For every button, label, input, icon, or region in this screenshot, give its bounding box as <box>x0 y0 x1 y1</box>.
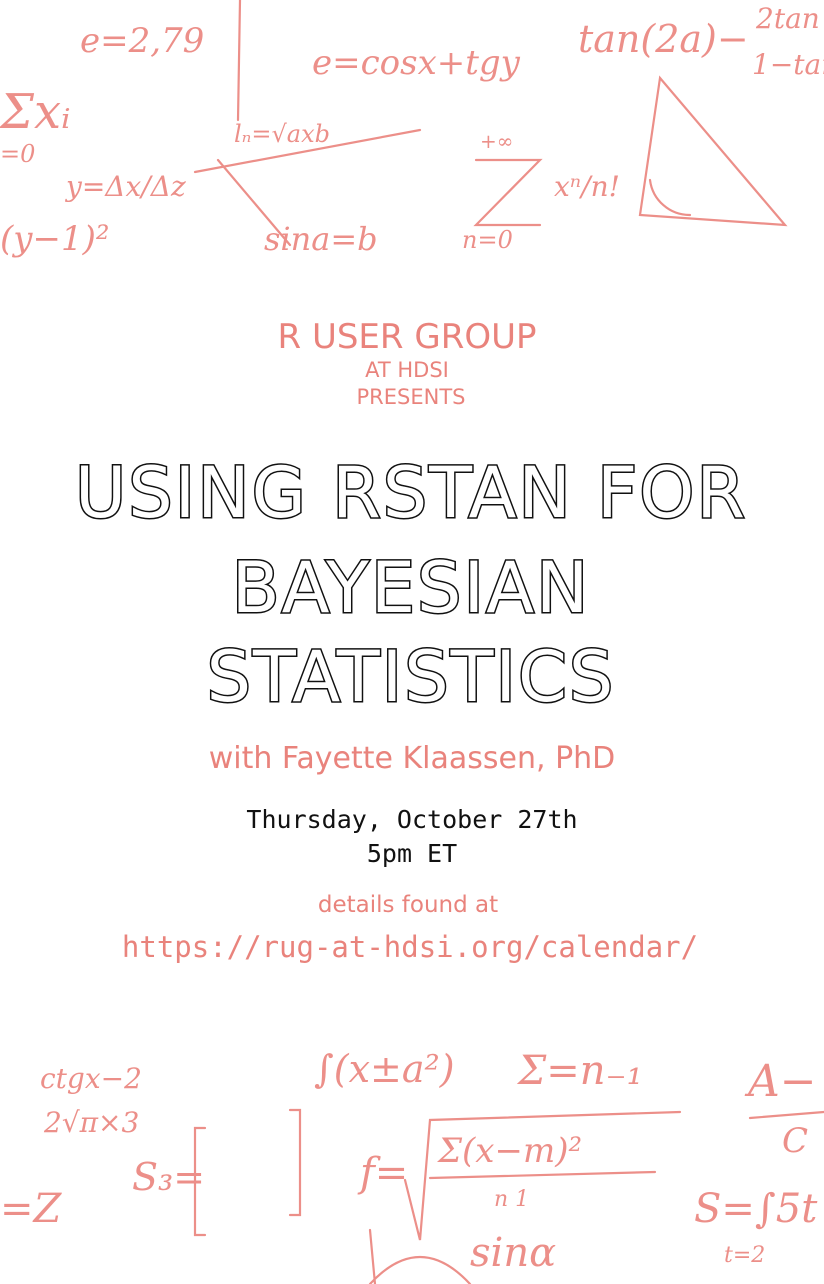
bottom-decoration: ctgx−2 2√π×3 S₃= ∫(x±a²) Σ=n₋₁ f= Σ(x−m)… <box>0 1047 824 1284</box>
sketch-lines <box>193 0 788 247</box>
presents: PRESENTS <box>357 385 466 409</box>
formula: A− <box>744 1056 817 1107</box>
details-url[interactable]: https://rug-at-hdsi.org/calendar/ <box>122 930 698 964</box>
formula: e=2,79 <box>80 21 204 61</box>
formula: y=Δx/Δz <box>64 170 186 203</box>
formula: =Z <box>0 1186 63 1232</box>
title-line: STATISTICS <box>207 636 616 718</box>
formula: lₙ=√axb <box>234 120 330 148</box>
formula: C <box>782 1121 808 1161</box>
formula: ∫(x±a²) <box>314 1047 455 1091</box>
formula: t=2 <box>724 1243 765 1268</box>
formula: Σ(x−m)² <box>436 1131 582 1171</box>
formula: S₃= <box>132 1155 205 1199</box>
formula: =0 <box>0 140 35 168</box>
formula: (y−1)² <box>0 219 110 259</box>
formula: ctgx−2 <box>40 1062 142 1095</box>
formula: f= <box>357 1150 408 1196</box>
title-line: BAYESIAN <box>232 547 591 629</box>
formula: n=0 <box>462 226 513 254</box>
formula: n 1 <box>494 1187 529 1212</box>
formula: 2√π×3 <box>43 1106 139 1139</box>
formula: e=cosx+tgy <box>312 43 521 83</box>
details-label: details found at <box>318 892 498 918</box>
formula: 2tan <box>755 2 820 35</box>
formula: Σ=n₋₁ <box>516 1048 643 1094</box>
formula: xⁿ/n! <box>554 170 620 203</box>
formula: sina=b <box>264 220 378 258</box>
sketch-lines <box>193 1108 824 1284</box>
formula: Σxᵢ <box>0 84 71 140</box>
title-line: USING RSTAN FOR <box>75 452 747 534</box>
formula: S=∫5t <box>694 1186 818 1232</box>
time: 5pm ET <box>367 839 457 868</box>
date: Thursday, October 27th <box>246 805 577 834</box>
speaker: with Fayette Klaassen, PhD <box>209 741 616 776</box>
org-location: AT HDSI <box>365 358 449 382</box>
org-name: R USER GROUP <box>278 317 537 357</box>
formula: +∞ <box>480 129 513 153</box>
formula: tan(2a)− <box>578 17 749 61</box>
formula: 1−tan <box>752 48 824 81</box>
formula: sinα <box>470 1230 556 1276</box>
top-decoration: e=2,79 e=cosx+tgy tan(2a)− 2tan 1−tan Σx… <box>0 0 824 259</box>
